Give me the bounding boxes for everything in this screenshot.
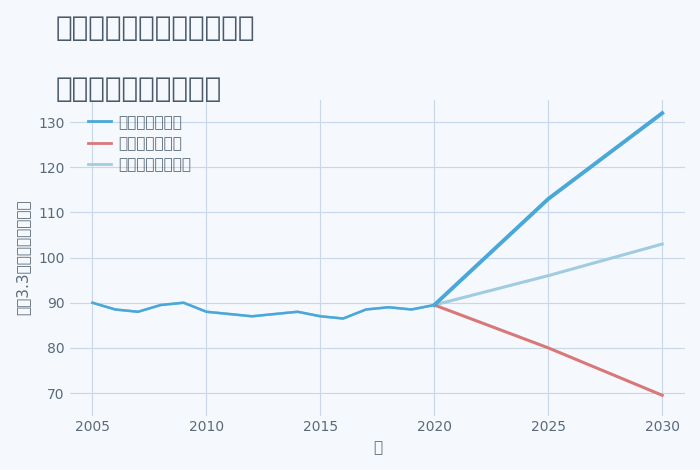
X-axis label: 年: 年 [373, 440, 382, 455]
Line: グッドシナリオ: グッドシナリオ [434, 113, 662, 305]
グッドシナリオ [658, 110, 666, 116]
Legend: グッドシナリオ, バッドシナリオ, ノーマルシナリオ: グッドシナリオ, バッドシナリオ, ノーマルシナリオ [83, 110, 196, 177]
Y-axis label: 坪（3.3㎡）単価（万円）: 坪（3.3㎡）単価（万円） [15, 200, 30, 315]
バッドシナリオ [544, 345, 552, 351]
グッドシナリオ [430, 302, 438, 308]
ノーマルシナリオ [658, 241, 666, 247]
Text: 兵庫県丹波市春日町長王の: 兵庫県丹波市春日町長王の [56, 14, 255, 42]
グッドシナリオ [544, 196, 552, 202]
Text: 中古戸建ての価格推移: 中古戸建ての価格推移 [56, 75, 223, 103]
Line: バッドシナリオ: バッドシナリオ [434, 305, 662, 395]
Line: ノーマルシナリオ: ノーマルシナリオ [434, 244, 662, 305]
ノーマルシナリオ [544, 273, 552, 278]
バッドシナリオ [430, 302, 438, 308]
ノーマルシナリオ [430, 302, 438, 308]
バッドシナリオ [658, 392, 666, 398]
